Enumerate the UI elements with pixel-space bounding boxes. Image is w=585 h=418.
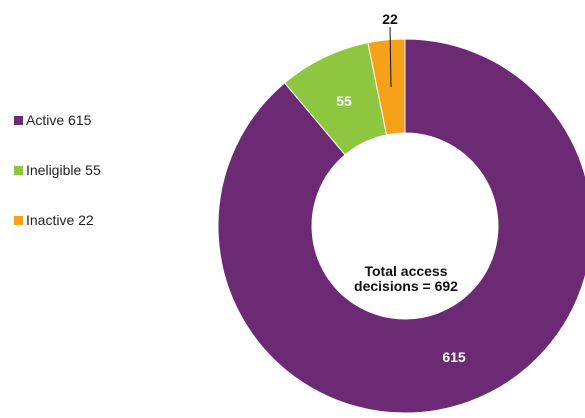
data-label-inactive: 22 bbox=[382, 11, 398, 27]
slice-active bbox=[217, 38, 585, 414]
slice-inactive bbox=[367, 38, 406, 136]
legend-item-active: Active 615 bbox=[14, 112, 164, 128]
legend-swatch-active bbox=[14, 115, 23, 125]
inactive-leader-line bbox=[389, 26, 392, 88]
center-total-label: Total access decisions = 692 bbox=[316, 264, 496, 294]
legend-label-inactive: Inactive 22 bbox=[26, 212, 94, 228]
legend-label-ineligible: Ineligible 55 bbox=[26, 162, 101, 178]
center-text-line-1: Total access bbox=[364, 263, 448, 279]
legend-swatch-inactive bbox=[14, 215, 23, 225]
legend-swatch-ineligible bbox=[14, 165, 23, 175]
legend-item-inactive: Inactive 22 bbox=[14, 212, 164, 228]
legend-item-ineligible: Ineligible 55 bbox=[14, 162, 164, 178]
center-text-line-2: decisions = 692 bbox=[354, 278, 458, 294]
data-label-active: 615 bbox=[442, 349, 466, 365]
data-label-ineligible: 55 bbox=[336, 93, 352, 109]
legend: Active 615 Ineligible 55 Inactive 22 bbox=[14, 112, 164, 262]
donut-slices bbox=[217, 38, 585, 414]
legend-label-active: Active 615 bbox=[26, 112, 92, 128]
